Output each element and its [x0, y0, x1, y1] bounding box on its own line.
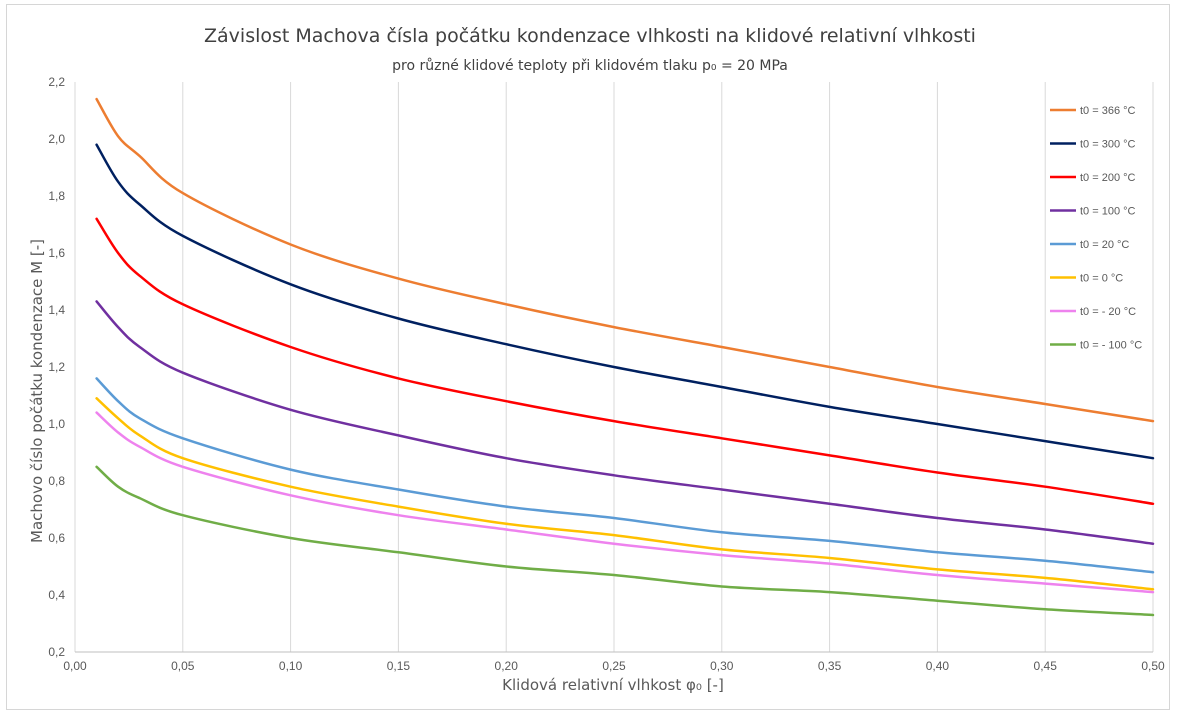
legend-label: t0 = 366 °C — [1080, 105, 1136, 117]
y-tick-label: 1,6 — [48, 246, 65, 260]
x-tick-label: 0,40 — [926, 659, 950, 673]
legend-label: t0 = 200 °C — [1080, 172, 1136, 184]
y-tick-label: 0,6 — [48, 531, 65, 545]
legend-label: t0 = 20 °C — [1080, 239, 1129, 251]
legend-label: t0 = 100 °C — [1080, 206, 1136, 218]
series-line-1 — [95, 143, 1155, 460]
y-tick-label: 2,2 — [48, 75, 65, 89]
legend-label: t0 = - 20 °C — [1080, 306, 1136, 318]
series-line-7 — [95, 465, 1155, 617]
series-line-0 — [95, 97, 1155, 423]
legend-label: t0 = 300 °C — [1080, 139, 1136, 151]
series-line-6 — [95, 411, 1155, 594]
y-tick-label: 1,2 — [48, 360, 65, 374]
y-tick-labels: 0,2 0,4 0,6 0,8 1,0 1,2 1,4 1,6 1,8 2,0 2,2 — [48, 75, 65, 659]
y-tick-label: 0,2 — [48, 645, 65, 659]
legend-label: t0 = 0 °C — [1080, 273, 1123, 285]
x-tick-label: 0,05 — [171, 659, 195, 673]
x-tick-label: 0,20 — [495, 659, 519, 673]
y-tick-label: 2,0 — [48, 132, 65, 146]
y-tick-label: 1,4 — [48, 303, 65, 317]
x-tick-label: 0,35 — [818, 659, 842, 673]
x-tick-label: 0,10 — [279, 659, 303, 673]
y-tick-label: 0,8 — [48, 474, 65, 488]
series-lines — [95, 97, 1155, 617]
chart-title: Závislost Machova čísla počátku kondenza… — [204, 25, 976, 47]
grid — [74, 82, 1154, 653]
x-tick-label: 0,00 — [63, 659, 87, 673]
legend: t0 = 366 °C t0 = 300 °C t0 = 200 °C t0 = 10… — [1050, 105, 1142, 352]
y-tick-label: 1,8 — [48, 189, 65, 203]
x-axis-label: Klidová relativní vlhkost φ₀ [-] — [502, 676, 724, 694]
legend-label: t0 = - 100 °C — [1080, 340, 1142, 352]
chart-subtitle: pro různé klidové teploty při klidovém t… — [392, 58, 788, 74]
series-line-2 — [95, 217, 1155, 506]
x-tick-label: 0,50 — [1141, 659, 1165, 673]
y-tick-label: 0,4 — [48, 588, 65, 602]
y-axis-label: Machovo číslo počátku kondenzace M [-] — [28, 239, 46, 543]
series-line-5 — [95, 397, 1155, 591]
chart-frame — [6, 4, 1170, 710]
x-tick-labels: 0,00 0,05 0,10 0,15 0,20 0,25 0,30 0,35 0,40 0,45… — [63, 659, 1165, 673]
series-line-4 — [95, 377, 1155, 574]
x-tick-label: 0,15 — [387, 659, 411, 673]
x-tick-label: 0,25 — [602, 659, 626, 673]
x-tick-label: 0,45 — [1034, 659, 1058, 673]
y-tick-label: 1,0 — [48, 417, 65, 431]
x-tick-label: 0,30 — [710, 659, 734, 673]
series-line-3 — [95, 300, 1155, 545]
